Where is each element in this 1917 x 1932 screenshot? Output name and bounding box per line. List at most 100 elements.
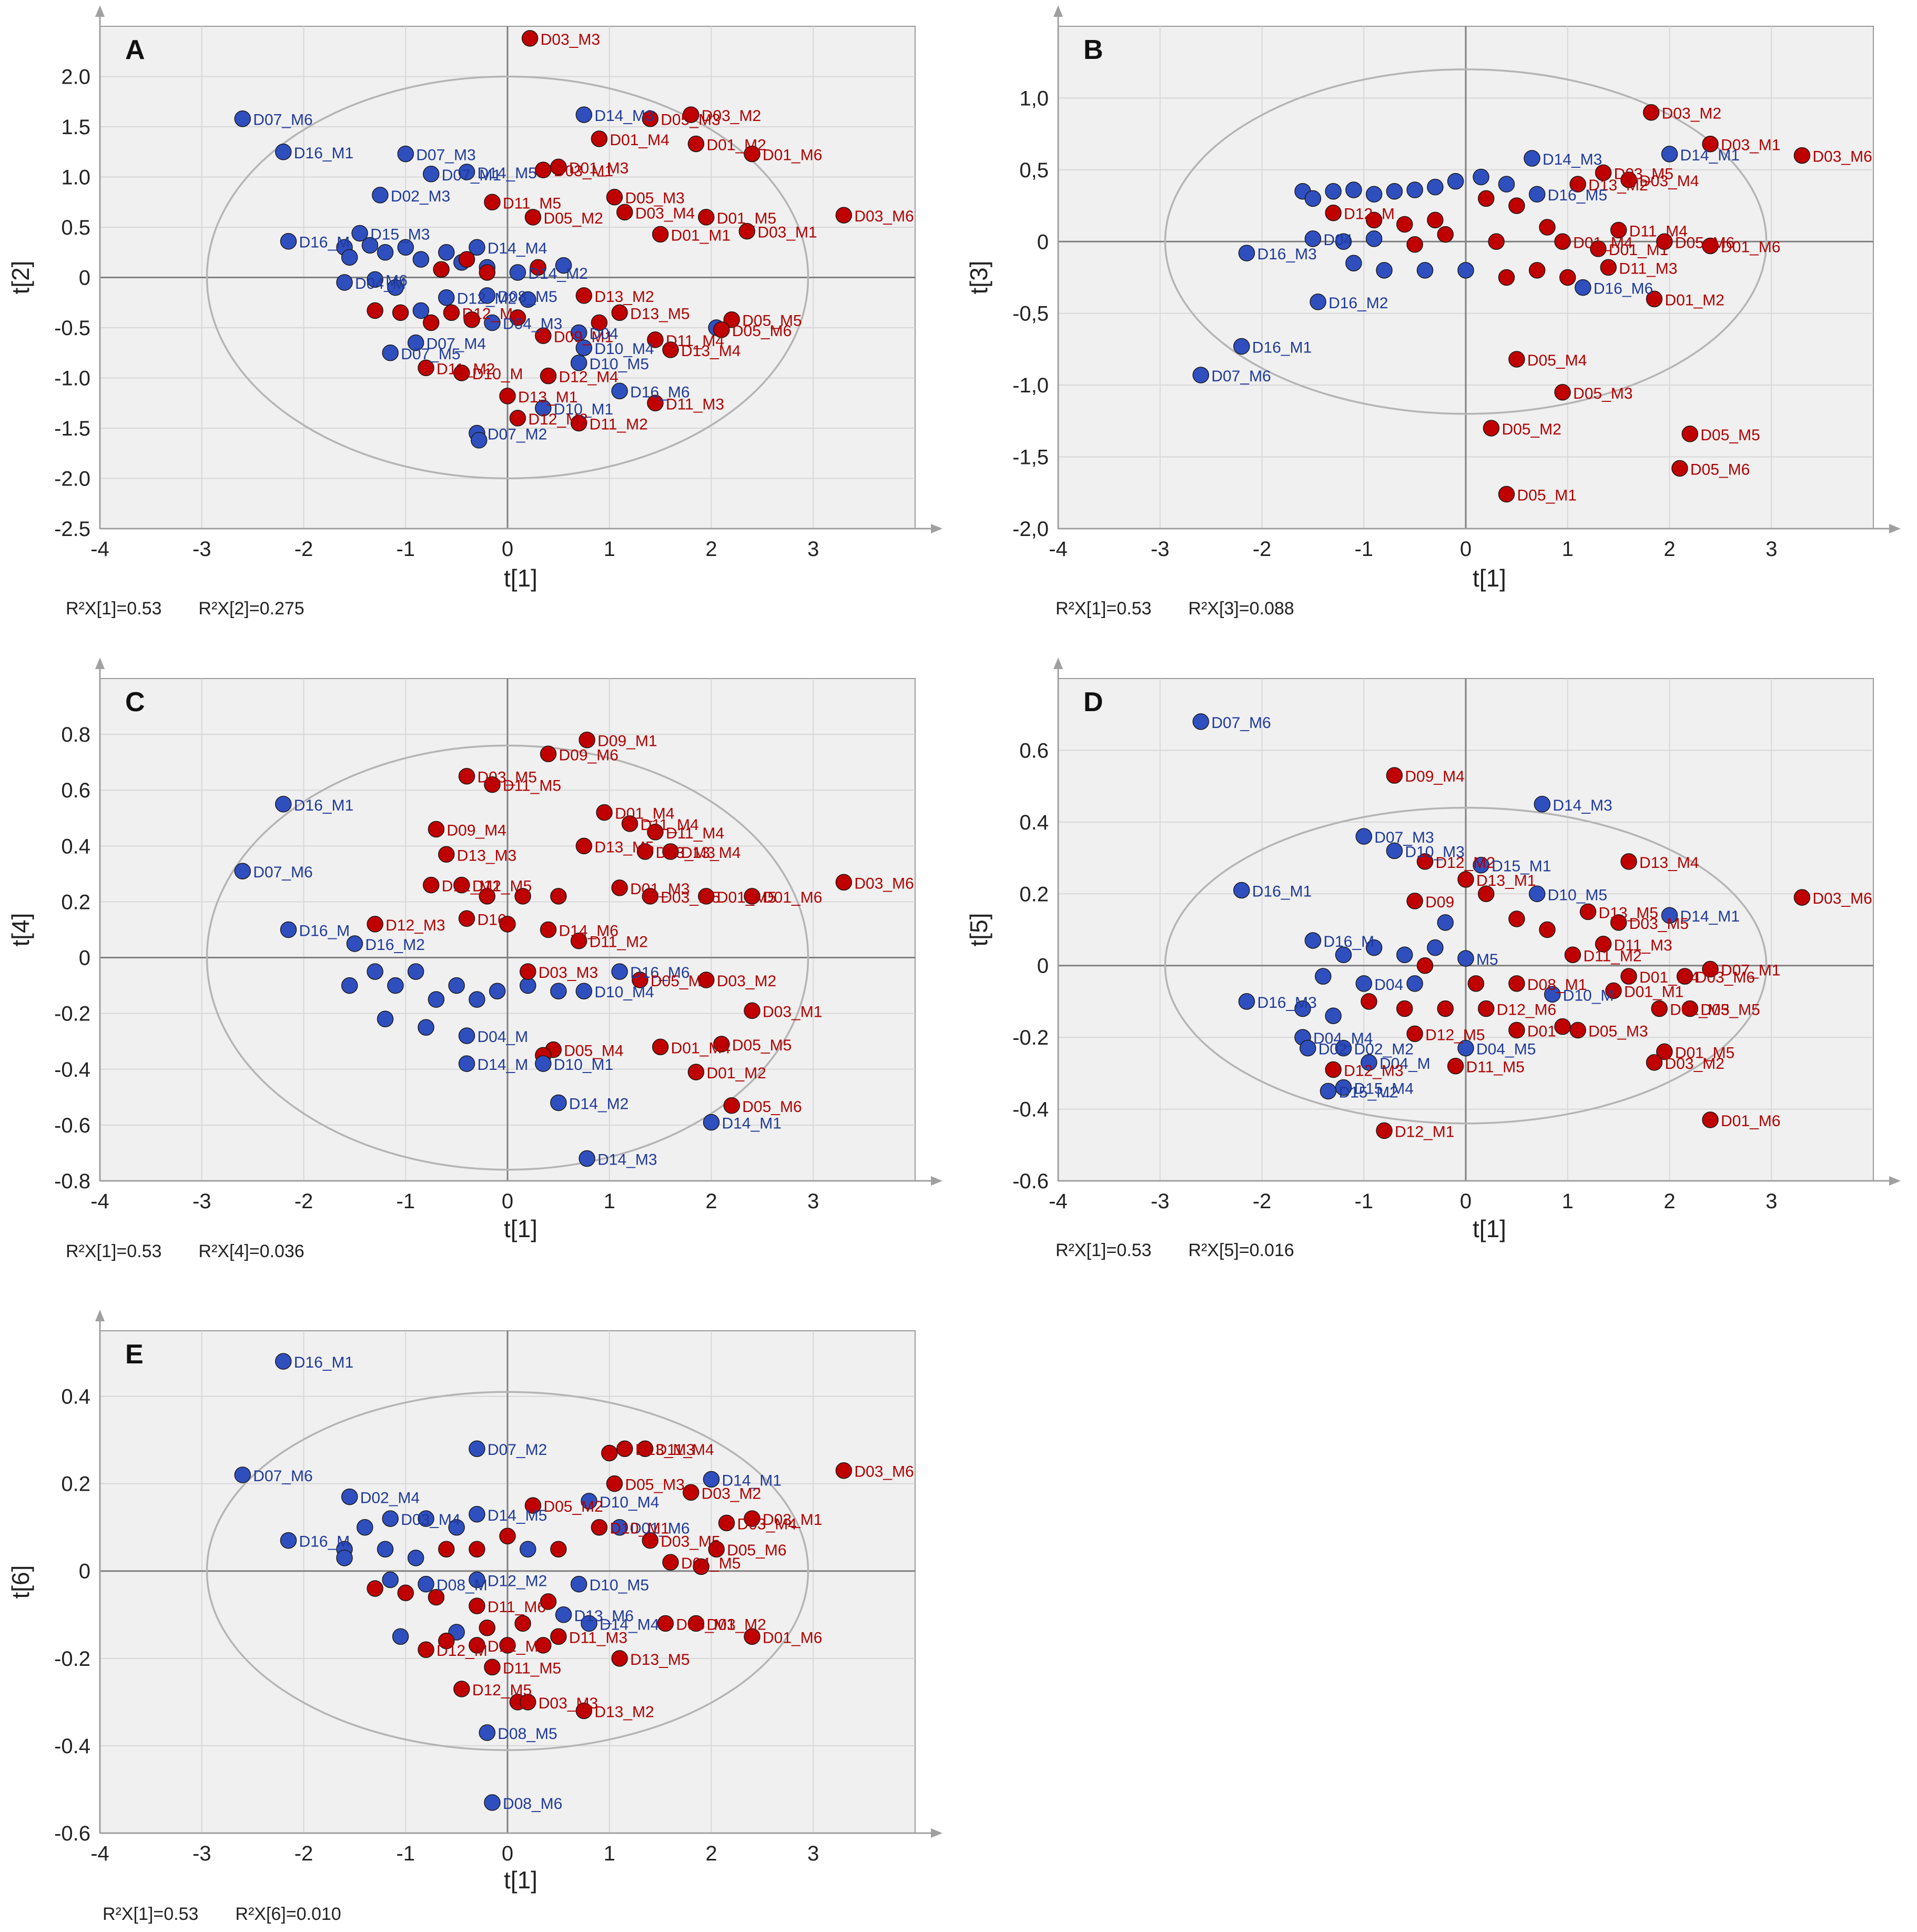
- data-point: [1457, 950, 1474, 967]
- point-label: D03_M5: [661, 889, 720, 906]
- data-point: [1233, 338, 1250, 355]
- y-tick-label: 0.2: [61, 1473, 90, 1496]
- hotelling-ellipse: [1164, 806, 1768, 1125]
- data-point: [1238, 245, 1255, 261]
- y-tick-label: -0.2: [54, 1647, 90, 1671]
- point-label: D11_M6: [488, 1599, 546, 1616]
- point-label: D04_M4: [1313, 1030, 1373, 1047]
- data-point: [453, 1681, 470, 1697]
- data-point: [372, 187, 389, 204]
- point-label: D05_M6: [732, 322, 792, 340]
- point-label: D09_M1: [554, 328, 613, 346]
- point-label: D14_M5: [488, 1507, 547, 1524]
- data-point: [458, 251, 475, 268]
- point-label: D14_M2: [569, 1095, 628, 1112]
- data-point: [509, 264, 526, 281]
- y-axis-label: t[6]: [7, 1565, 34, 1599]
- point-label: D03_M1: [763, 1511, 822, 1529]
- data-point: [453, 365, 470, 381]
- point-label: D03_M5: [478, 769, 537, 786]
- x-tick-label: -2: [295, 1842, 313, 1865]
- data-point: [443, 304, 460, 321]
- data-point: [469, 1541, 485, 1557]
- point-label: D05_M3: [625, 190, 684, 207]
- point-label: D10_M: [472, 366, 523, 383]
- data-point: [458, 1055, 475, 1072]
- point-label: D07_M6: [1211, 368, 1271, 385]
- y-tick-label: 0.4: [61, 1385, 90, 1409]
- x-tick-label: -1: [396, 1190, 415, 1213]
- point-label: D01_M2: [706, 1065, 766, 1082]
- point-label: D12_M1: [1395, 1124, 1454, 1141]
- data-point: [387, 279, 404, 296]
- data-point: [280, 232, 297, 250]
- point-label: D12_M2: [1436, 854, 1495, 872]
- data-point: [1192, 713, 1209, 730]
- data-point: [1437, 914, 1454, 931]
- data-point: [535, 161, 552, 178]
- data-point: [397, 145, 414, 163]
- data-point: [1325, 183, 1342, 200]
- data-point: [713, 1036, 730, 1053]
- data-point: [1473, 168, 1489, 186]
- point-label: D12_M5: [1425, 1026, 1485, 1044]
- data-point: [579, 1150, 595, 1167]
- data-point: [1427, 211, 1444, 229]
- data-point: [1457, 1039, 1474, 1057]
- point-label: D04_M3: [503, 315, 562, 332]
- data-point: [1355, 828, 1372, 845]
- data-point: [744, 1628, 760, 1645]
- data-point: [1642, 104, 1660, 121]
- panel-letter: D: [1083, 687, 1103, 717]
- data-point: [1345, 255, 1362, 271]
- r2-footnote-e: R²X[1]=0.53 R²X[6]=0.010: [103, 1904, 378, 1925]
- x-tick-label: 3: [1766, 1190, 1777, 1213]
- data-point: [1355, 975, 1372, 992]
- point-label: D03_M5: [1629, 915, 1689, 933]
- r2x-second-label: R²X[4]=0.036: [198, 1241, 305, 1261]
- scatter-panel-e: -4 -3 -2 -1 0 1 2 3 -0.6 -0.4 -0.2 0 0.2 0.4 t[1] t[6] E…: [0, 1304, 958, 1932]
- data-point: [1620, 853, 1637, 870]
- data-point: [835, 1462, 853, 1479]
- data-point: [835, 874, 853, 891]
- point-label: D14_M6: [559, 923, 618, 940]
- point-label: D03_M2: [702, 107, 761, 125]
- data-point: [1681, 426, 1698, 442]
- data-point: [1508, 975, 1525, 992]
- data-point: [611, 879, 628, 896]
- data-point: [1299, 1039, 1316, 1057]
- y-tick-label: 0: [1037, 955, 1049, 978]
- point-label: D14_M1: [1680, 908, 1740, 925]
- data-point: [1590, 240, 1607, 257]
- y-tick-label: 0.4: [1019, 811, 1049, 834]
- data-point: [1416, 262, 1434, 279]
- data-point: [524, 1497, 542, 1514]
- data-point: [596, 804, 613, 821]
- scatter-plot-c: -4 -3 -2 -1 0 1 2 3 -0.8 -0.6 -0.4 -0.2 0 0.2 0.4 0.6 0.…: [7, 658, 942, 1242]
- point-label: D11_M4: [656, 1441, 714, 1459]
- data-point: [458, 1027, 475, 1044]
- data-point: [397, 239, 414, 256]
- data-point: [687, 1064, 705, 1080]
- data-point: [387, 977, 404, 994]
- x-tick-label: 0: [502, 1842, 513, 1865]
- hotelling-ellipse: [1164, 68, 1768, 415]
- data-point: [1524, 150, 1540, 167]
- x-tick-label: -4: [90, 1190, 109, 1213]
- data-point: [550, 1094, 567, 1111]
- data-point: [1595, 936, 1612, 953]
- point-label: D05_M5: [732, 1037, 792, 1054]
- data-point: [687, 135, 705, 153]
- point-label: D07_M3: [1374, 829, 1434, 846]
- point-label: D13_M2: [594, 288, 654, 306]
- x-tick-label: -3: [192, 1842, 211, 1865]
- point-label: D08_M1: [1527, 976, 1587, 994]
- data-point: [1508, 1021, 1525, 1039]
- data-point: [1396, 216, 1413, 233]
- point-label: D07_M2: [488, 1441, 547, 1459]
- point-label: D12_M: [488, 1638, 539, 1655]
- data-point: [575, 837, 593, 855]
- data-point: [1335, 1039, 1352, 1057]
- x-axis-label: t[1]: [1473, 1215, 1506, 1242]
- data-point: [479, 1619, 495, 1636]
